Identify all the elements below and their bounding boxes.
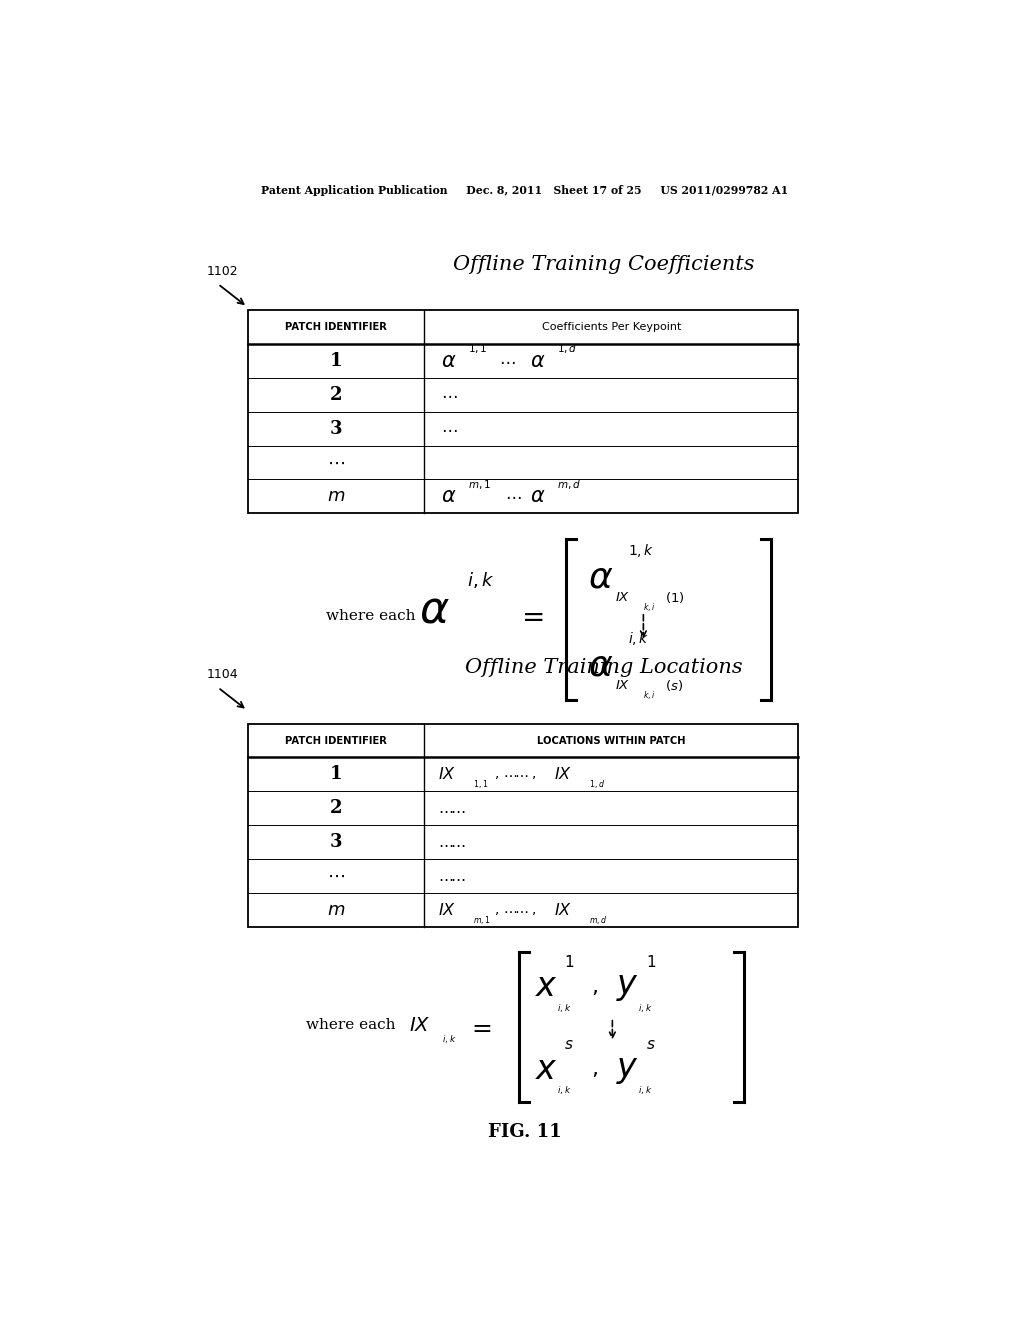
Text: $\cdots$: $\cdots$: [441, 385, 458, 404]
Text: $IX$: $IX$: [554, 902, 572, 917]
Text: $m$: $m$: [327, 487, 345, 506]
Text: $\alpha$: $\alpha$: [530, 351, 546, 371]
Text: $_{i,k}$: $_{i,k}$: [638, 1002, 652, 1015]
Text: $_{i,k}$: $_{i,k}$: [442, 1032, 457, 1045]
Text: $_{i,k}$: $_{i,k}$: [557, 1002, 571, 1015]
Text: $,\,\ldots\!\ldots\,,$: $,\,\ldots\!\ldots\,,$: [494, 903, 536, 917]
Text: $_{1,d}$: $_{1,d}$: [589, 779, 605, 792]
Text: $\cdots$: $\cdots$: [500, 352, 516, 370]
Text: LOCATIONS WITHIN PATCH: LOCATIONS WITHIN PATCH: [537, 735, 685, 746]
Text: $_{k,i}$: $_{k,i}$: [643, 601, 656, 615]
Text: 3: 3: [330, 833, 342, 851]
Text: $1$: $1$: [564, 954, 574, 970]
Text: Coefficients Per Keypoint: Coefficients Per Keypoint: [542, 322, 681, 333]
Text: $y$: $y$: [616, 1053, 639, 1086]
Text: $\alpha$: $\alpha$: [441, 351, 457, 371]
Text: $\alpha$: $\alpha$: [588, 560, 613, 594]
Text: $1,d$: $1,d$: [557, 342, 578, 355]
Text: 3: 3: [330, 420, 342, 438]
Text: $IX$: $IX$: [614, 591, 630, 603]
Text: $y$: $y$: [616, 970, 639, 1003]
Text: 2: 2: [330, 800, 342, 817]
Text: $m,d$: $m,d$: [557, 478, 582, 491]
Text: $1,1$: $1,1$: [468, 342, 487, 355]
Text: $\cdots$: $\cdots$: [327, 454, 345, 471]
Bar: [248, 310, 799, 513]
Text: Patent Application Publication     Dec. 8, 2011   Sheet 17 of 25     US 2011/029: Patent Application Publication Dec. 8, 2…: [261, 185, 788, 197]
Bar: [248, 723, 799, 927]
Text: $,$: $,$: [591, 977, 598, 997]
Text: $\alpha$: $\alpha$: [588, 649, 613, 682]
Text: $m$: $m$: [327, 902, 345, 919]
Text: $i,k$: $i,k$: [628, 631, 649, 647]
Text: $_{m,1}$: $_{m,1}$: [473, 913, 490, 928]
Text: $_{1,1}$: $_{1,1}$: [473, 779, 488, 792]
Text: $1$: $1$: [646, 954, 656, 970]
Text: $s$: $s$: [564, 1038, 573, 1052]
Text: 1102: 1102: [207, 265, 239, 277]
Text: $=$: $=$: [515, 602, 544, 630]
Text: Offline Training Coefficients: Offline Training Coefficients: [454, 255, 755, 275]
Text: 1: 1: [330, 766, 342, 783]
Text: $\alpha$: $\alpha$: [530, 487, 546, 507]
Text: $(s)$: $(s)$: [665, 678, 683, 693]
Text: $,\,\ldots\!\ldots\,,$: $,\,\ldots\!\ldots\,,$: [494, 767, 536, 781]
Text: $_{i,k}$: $_{i,k}$: [557, 1084, 571, 1097]
Text: 2: 2: [330, 385, 342, 404]
Text: $1,k$: $1,k$: [628, 541, 654, 558]
Text: $s$: $s$: [646, 1038, 655, 1052]
Text: PATCH IDENTIFIER: PATCH IDENTIFIER: [285, 322, 387, 333]
Text: $x$: $x$: [535, 1053, 558, 1086]
Text: $,$: $,$: [591, 1060, 598, 1080]
Text: $x$: $x$: [535, 970, 558, 1003]
Text: $m,1$: $m,1$: [468, 478, 492, 491]
Text: where each: where each: [326, 609, 415, 623]
Text: where each: where each: [306, 1019, 395, 1032]
Text: $IX$: $IX$: [438, 902, 456, 917]
Text: $_{k,i}$: $_{k,i}$: [643, 690, 656, 704]
Text: $\ldots\!\ldots$: $\ldots\!\ldots$: [438, 834, 466, 850]
Text: FIG. 11: FIG. 11: [488, 1123, 561, 1142]
Text: $\ldots\!\ldots$: $\ldots\!\ldots$: [438, 801, 466, 816]
Text: 1104: 1104: [207, 668, 239, 681]
Text: $IX$: $IX$: [438, 767, 456, 783]
Text: $_{m,d}$: $_{m,d}$: [589, 913, 608, 928]
Text: $IX$: $IX$: [409, 1016, 430, 1035]
Text: $(1)$: $(1)$: [665, 590, 685, 605]
Text: $IX$: $IX$: [614, 680, 630, 693]
Text: $i,k$: $i,k$: [467, 570, 495, 590]
Text: $\alpha$: $\alpha$: [441, 487, 457, 507]
Text: $_{i,k}$: $_{i,k}$: [638, 1084, 652, 1097]
Text: $\ldots\!\ldots$: $\ldots\!\ldots$: [438, 869, 466, 883]
Text: $\cdots$: $\cdots$: [327, 867, 345, 884]
Text: $IX$: $IX$: [554, 767, 572, 783]
Text: $=$: $=$: [467, 1015, 493, 1039]
Text: $\cdots$: $\cdots$: [441, 420, 458, 438]
Text: Offline Training Locations: Offline Training Locations: [465, 659, 743, 677]
Text: PATCH IDENTIFIER: PATCH IDENTIFIER: [285, 735, 387, 746]
Text: $\alpha$: $\alpha$: [419, 589, 450, 632]
Text: 1: 1: [330, 352, 342, 370]
Text: $\cdots$: $\cdots$: [505, 487, 521, 506]
